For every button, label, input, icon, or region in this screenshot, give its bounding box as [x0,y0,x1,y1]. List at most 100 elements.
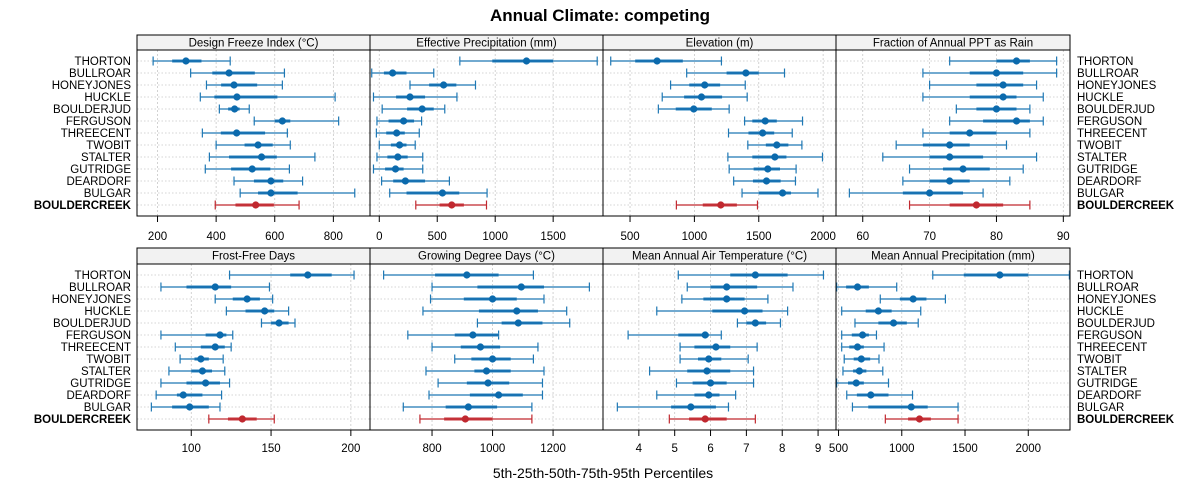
category-label-right: THORTON [1077,56,1133,68]
category-label-left: THREECENT [61,128,131,140]
median-point [211,283,219,291]
median-point [701,81,709,89]
category-label-left: BOULDERJUD [53,318,131,330]
category-label-left: FERGUSON [66,116,131,128]
row-stalter [842,366,884,376]
x-tick-label: 4 [636,443,643,455]
median-point [1012,57,1021,65]
median-point [705,391,713,399]
x-tick-label: 60 [856,231,869,243]
median-point [907,403,915,411]
x-tick-label: 1500 [952,443,978,455]
median-point [966,129,974,137]
median-point [1012,117,1021,125]
median-point [395,141,404,149]
median-point [484,379,492,387]
row-gutridge [836,378,890,388]
row-ferguson [376,116,423,126]
row-honeyjones [669,80,746,90]
row-bullroar [686,68,786,78]
x-tick-label: 500 [428,231,447,243]
category-label-left: TWOBIT [86,354,131,366]
category-label-left: TWOBIT [86,140,131,152]
row-bulgar [239,188,356,198]
panel-strip-title: Fraction of Annual PPT as Rain [873,38,1033,50]
row-honeyjones [879,294,947,304]
panel-strip-title: Design Freeze Index (°C) [189,38,319,50]
row-twobit [179,354,224,364]
panel-border [835,263,1071,431]
median-point [233,93,241,101]
row-bouldercreek [415,200,488,210]
x-tick-label: 9 [815,443,821,455]
x-tick-label: 70 [923,231,936,243]
row-huckle [225,306,290,316]
row-twobit [747,140,803,150]
row-twobit [378,140,416,150]
median-point [243,295,251,303]
median-point [712,343,720,351]
category-label-left: HUCKLE [84,92,131,104]
row-bouldercreek [675,200,759,210]
category-label-right: HONEYJONES [1077,80,1157,92]
median-point [697,93,706,101]
category-label-right: BULLROAR [1077,282,1139,294]
row-boulderjud [854,318,919,328]
category-label-left: THORTON [75,270,131,282]
row-bullroar [922,68,1058,78]
row-twobit [895,140,1008,150]
x-tick-label: 100 [182,443,201,455]
median-point [261,307,269,315]
x-tick-label: 0 [376,231,382,243]
row-ferguson [253,116,340,126]
x-tick-label: 6 [707,443,713,455]
panel-effective-precipitation-mm: Effective Precipitation (mm) 0 500 1000 1500 [369,34,604,243]
median-point [198,367,207,375]
row-thorton [677,270,825,280]
row-threecent [431,342,539,352]
category-label-right: HUCKLE [1077,92,1124,104]
median-point [773,141,781,149]
median-point [723,283,731,291]
category-label-left: BOULDERCREEK [34,414,132,426]
x-tick-label: 400 [207,231,226,243]
x-axis-label: 5th-25th-50th-75th-95th Percentiles [493,465,713,481]
category-label-left: BULGAR [84,402,131,414]
category-label-right: FERGUSON [1077,330,1142,342]
x-tick-label: 1200 [540,443,566,455]
panel-mean-annual-precipitation-mm: Mean Annual Precipitation (mm) 500 1000 150… [829,247,1071,455]
row-gutridge [437,378,544,388]
median-point [230,105,239,113]
row-ferguson [160,330,234,340]
category-label-left: STALTER [81,152,131,164]
median-point [992,69,1001,77]
median-point [254,141,262,149]
median-point [701,415,709,423]
median-point [853,283,862,291]
x-tick-label: 800 [324,231,343,243]
median-point [778,189,787,197]
row-bulgar [389,188,488,198]
category-label-right: THORTON [1077,270,1133,282]
category-label-left: HONEYJONES [52,294,132,306]
row-bullroar [371,68,435,78]
median-point [495,391,503,399]
row-boulderjud [260,318,296,328]
row-huckle [199,92,336,102]
x-tick-label: 1500 [746,231,772,243]
median-point [690,105,698,113]
median-point [915,415,924,423]
x-tick-label: 150 [261,443,280,455]
row-twobit [215,140,291,150]
category-label-left: BULLROAR [69,282,131,294]
median-point [257,153,266,161]
row-honeyjones [681,294,769,304]
row-honeyjones [205,80,283,90]
median-point [705,355,713,363]
category-label-right: DEARDORF [1077,390,1142,402]
row-stalter [648,366,755,376]
row-honeyjones [928,80,1038,90]
row-deardorf [733,176,797,186]
median-point [186,403,194,411]
